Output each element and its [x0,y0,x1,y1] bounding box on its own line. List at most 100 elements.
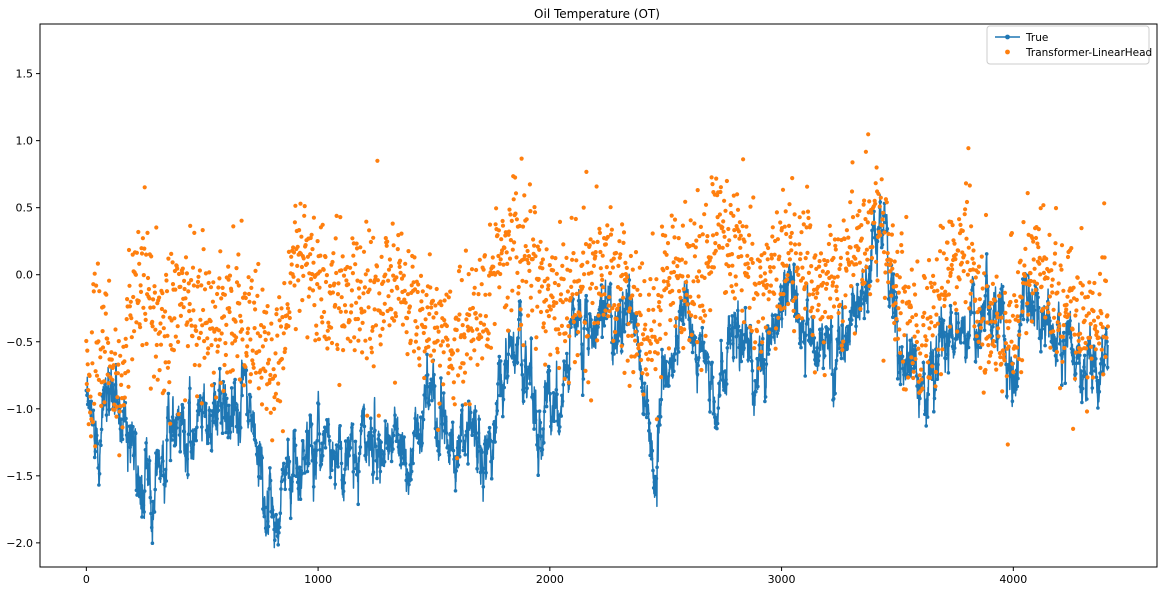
true-series-point [97,483,101,487]
prediction-series-point [415,289,420,295]
prediction-series-point [251,365,256,370]
prediction-series-point [543,329,548,334]
prediction-series-point [922,310,927,315]
prediction-series-point [924,338,929,343]
true-series-point [277,530,281,535]
prediction-series-point [1103,278,1109,284]
prediction-series-point [923,343,928,348]
prediction-series-point [231,224,236,229]
prediction-series-point [431,348,437,353]
true-series-point [140,515,144,519]
prediction-series-point [498,257,503,262]
prediction-series-point [969,279,974,284]
true-series-point [697,336,702,341]
true-series-point [225,426,230,430]
prediction-series-point [150,319,155,324]
true-series-point [307,443,312,448]
prediction-series-point [501,262,506,267]
true-series-point [891,315,895,320]
true-series-point [232,380,237,385]
true-series-point [961,316,965,321]
prediction-series-point [471,291,476,296]
prediction-series-point [877,204,882,209]
prediction-series-point [553,256,558,261]
prediction-series-point [873,181,878,186]
prediction-series-point [286,324,291,329]
prediction-series-point [240,337,245,342]
true-series-point [589,318,593,322]
prediction-series-point [993,361,998,366]
prediction-series-point [1049,268,1054,273]
prediction-series-point [876,191,881,196]
true-series-point [458,439,463,443]
true-series-point [200,425,204,429]
prediction-series-point [1003,341,1009,346]
true-series-point [797,341,802,346]
true-series-point [300,439,305,443]
axes-frame [39,23,1158,568]
true-series-point [659,397,664,402]
true-series-point [1093,369,1097,373]
true-series-point [763,395,768,399]
prediction-series-point [500,223,506,228]
prediction-series-point [517,327,522,332]
prediction-series-point [468,356,473,361]
true-series-point [619,334,623,338]
prediction-series-point [259,402,265,407]
true-series-point [549,419,554,424]
true-series-point [555,392,559,397]
true-series-point [334,451,338,455]
prediction-series-point [545,287,551,292]
prediction-series-point [191,283,196,288]
prediction-series-point [259,375,264,380]
prediction-series-point [772,252,777,257]
prediction-series-point [335,342,340,347]
true-series-point [863,285,868,289]
true-series-point [596,325,600,329]
true-series-point [729,333,733,338]
true-series-point [132,451,137,456]
prediction-series-point [349,288,354,293]
prediction-series-point [593,250,598,255]
true-series-point [1051,333,1056,338]
true-series-point [257,444,262,449]
prediction-series-point [153,327,158,332]
prediction-series-point [760,340,765,345]
true-series-point [326,422,331,427]
prediction-series-point [935,288,940,293]
prediction-series-point [143,317,148,322]
true-series-point [1014,387,1018,392]
prediction-series-point [1085,375,1090,380]
prediction-series-point [263,369,268,374]
prediction-series-point [576,278,582,283]
true-series-point [270,508,275,512]
prediction-series-point [530,257,535,262]
prediction-series-point [320,320,325,325]
true-series-point [969,310,974,315]
prediction-series-point [731,213,736,218]
prediction-series-point [157,295,162,300]
true-series-point [115,400,119,404]
prediction-series-point [223,352,228,358]
true-series-point [884,220,888,225]
true-series-point [658,414,663,419]
true-series-point [234,424,239,429]
prediction-series-point [1047,294,1052,299]
y-tick-label: 0.5 [16,202,34,215]
prediction-series-point [222,292,227,297]
prediction-series-point [168,421,173,426]
true-series-point [156,457,161,462]
true-series-point [724,377,728,382]
prediction-series-point [583,320,588,325]
true-series-point [327,434,331,439]
prediction-series-point [713,248,718,253]
true-series-point [278,511,283,515]
true-series-point [1012,390,1016,394]
true-series-point [730,314,734,318]
true-series-point [341,489,346,494]
prediction-series-point [461,361,466,366]
prediction-series-point [535,304,540,309]
true-series-point [147,459,152,463]
true-series-point [964,340,969,345]
